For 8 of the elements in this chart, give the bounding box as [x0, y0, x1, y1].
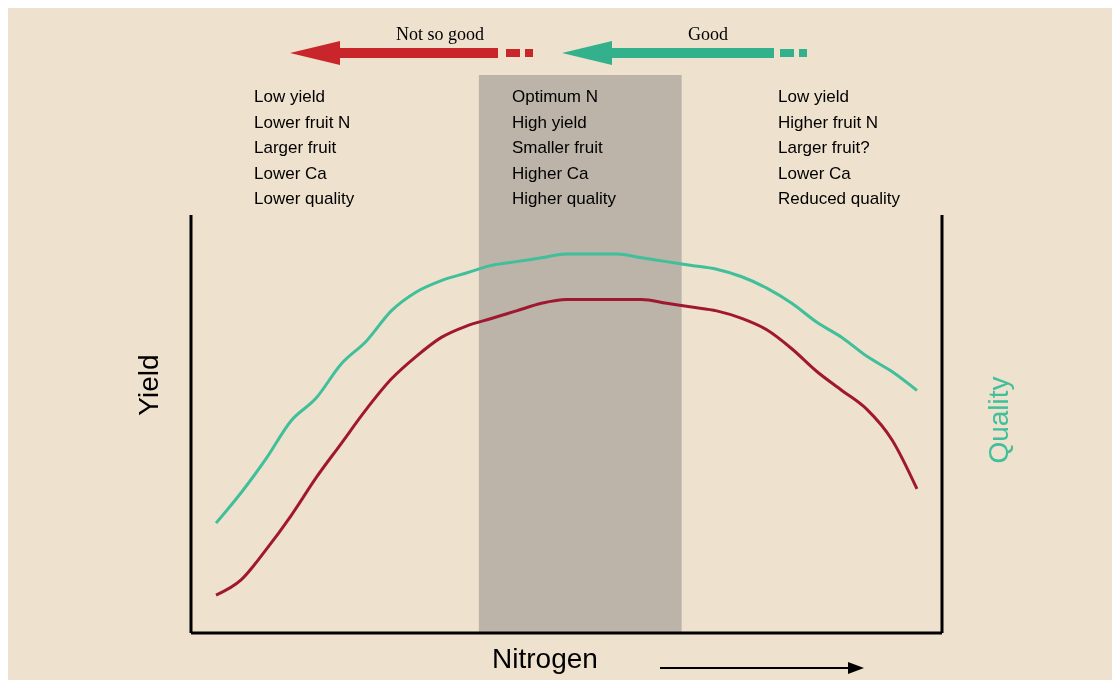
y-axis-title: Yield — [133, 354, 164, 416]
text: Low yield Lower fruit N Larger fruit Lower Ca Lower quality — [254, 87, 355, 208]
text: Low yield Higher fruit N Larger fruit? Lower Ca Reduced quality — [778, 87, 901, 208]
y2-axis-title: Quality — [983, 376, 1014, 464]
text: Optimum N High yield Smaller fruit Higher Ca Higher quality — [512, 87, 617, 208]
x-axis-title: Nitrogen — [492, 643, 598, 674]
text: Not so good — [395, 24, 485, 44]
text: Good — [688, 24, 728, 44]
